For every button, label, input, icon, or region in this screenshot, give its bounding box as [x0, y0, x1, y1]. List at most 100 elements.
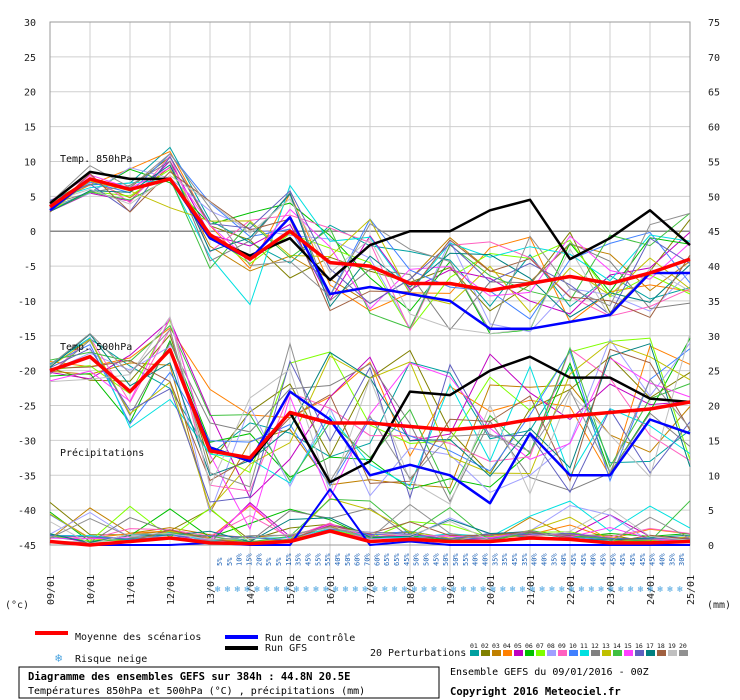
- tick-left: -25: [18, 402, 36, 413]
- perturbation-swatch: [558, 650, 567, 656]
- perturbation-line-t500: [49, 315, 691, 505]
- snow-risk-value: 15%: [245, 553, 253, 566]
- main-lines: [48, 170, 691, 547]
- snow-risk-value: 45%: [570, 553, 578, 566]
- snowflake-icon: ❄: [667, 585, 673, 595]
- tick-date: 11/01: [126, 575, 137, 605]
- snowflake-icon: ❄: [412, 585, 418, 595]
- snowflake-icon: ❄: [628, 585, 634, 595]
- snow-risk-value: 50%: [422, 553, 430, 566]
- snow-risk-value: 40%: [560, 553, 568, 566]
- tick-date: 22/01: [566, 575, 577, 605]
- snow-risk-value: 40%: [334, 553, 342, 566]
- info-copyright: Copyright 2016 Meteociel.fr: [450, 686, 621, 698]
- snow-risk-row: 5% ❄ 5% ❄ 10% ❄ 15% ❄ 20% ❄ 5% ❄ 5% ❄ 15% ❄ 35% ❄ 45% ❄ 55% ❄…: [215, 553, 686, 595]
- snow-risk-value: 5%: [275, 557, 283, 566]
- snowflake-icon: ❄: [441, 585, 447, 595]
- snowflake-icon: ❄: [559, 585, 565, 595]
- info-run: Ensemble GEFS du 09/01/2016 - 00Z: [450, 667, 649, 678]
- snowflake-icon: ❄: [313, 585, 319, 595]
- snow-risk-value: 45%: [609, 553, 617, 566]
- perturbation-swatch: [481, 650, 490, 656]
- snow-risk-value: 45%: [304, 553, 312, 566]
- tick-date: 13/01: [206, 575, 217, 605]
- perturbation-id: 07: [536, 642, 544, 650]
- perturbation-line-t850: [49, 164, 691, 318]
- snow-risk-value: 35%: [668, 553, 676, 566]
- mean-line-t850: [48, 177, 691, 293]
- perturbation-id: 09: [558, 642, 566, 650]
- perturbation-id: 02: [481, 642, 489, 650]
- tick-date: 15/01: [286, 575, 297, 605]
- tick-date: 09/01: [46, 575, 57, 605]
- perturbation-id: 04: [503, 642, 511, 650]
- tick-right: 15: [708, 436, 720, 447]
- perturbation-swatch: [492, 650, 501, 656]
- tick-right: 10: [708, 471, 720, 482]
- perturbation-line-t850: [49, 152, 691, 333]
- snow-risk-value: 40%: [472, 553, 480, 566]
- snow-risk-value: 40%: [658, 553, 666, 566]
- snow-risk-value: 55%: [314, 553, 322, 566]
- snowflake-icon: ❄: [569, 585, 575, 595]
- tick-right: 0: [708, 541, 714, 552]
- snowflake-icon: ❄: [225, 585, 231, 595]
- snow-risk-value: 65%: [393, 553, 401, 566]
- perturbation-swatch: [547, 650, 556, 656]
- perturbation-line-t500: [49, 348, 691, 484]
- snowflake-icon: ❄: [333, 585, 339, 595]
- snowflake-icon: ❄: [677, 585, 683, 595]
- perturbation-swatch: [536, 650, 545, 656]
- perturbation-swatch: [668, 650, 677, 656]
- tick-left: 10: [24, 157, 36, 168]
- snow-risk-value: 45%: [619, 553, 627, 566]
- perturbation-id: 12: [591, 642, 599, 650]
- tick-right: 25: [708, 367, 720, 378]
- snowflake-icon: ❄: [244, 585, 250, 595]
- snow-risk-value: 45%: [403, 553, 411, 566]
- snowflake-icon: ❄: [589, 585, 595, 595]
- perturbation-line-t850: [49, 160, 691, 331]
- tick-date: 20/01: [486, 575, 497, 605]
- mean-line-t500: [49, 347, 691, 460]
- tick-left: 15: [24, 123, 36, 134]
- tick-left: -5: [24, 262, 36, 273]
- perturbation-id: 14: [613, 642, 621, 650]
- tick-date: 14/01: [246, 575, 257, 605]
- tick-left: -30: [18, 436, 36, 447]
- legend-control-label: Run de contrôle: [265, 632, 355, 644]
- tick-date: 25/01: [686, 575, 697, 605]
- perturbation-line-t850: [49, 150, 691, 323]
- snow-risk-value: 20%: [255, 553, 263, 566]
- snowflake-icon: ❄: [55, 651, 62, 665]
- snow-risk-value: 50%: [344, 553, 352, 566]
- snow-risk-value: 45%: [639, 553, 647, 566]
- label-precip: Précipitations: [60, 447, 144, 459]
- snowflake-icon: ❄: [638, 585, 644, 595]
- snowflake-icon: ❄: [480, 585, 486, 595]
- perturbation-line-precip: [49, 514, 691, 544]
- legend-mean-label: Moyenne des scénarios: [75, 631, 201, 643]
- snowflake-icon: ❄: [461, 585, 467, 595]
- tick-left: -20: [18, 367, 36, 378]
- snow-risk-value: 35%: [521, 553, 529, 566]
- snowflake-icon: ❄: [343, 585, 349, 595]
- tick-right: 55: [708, 157, 720, 168]
- perturbation-swatch: [613, 650, 622, 656]
- perturbation-id: 20: [679, 642, 687, 650]
- tick-left: 5: [30, 192, 36, 203]
- tick-right: 50: [708, 192, 720, 203]
- tick-right: 65: [708, 88, 720, 99]
- snowflake-icon: ❄: [421, 585, 427, 595]
- snow-risk-value: 10%: [236, 553, 244, 566]
- snowflake-icon: ❄: [254, 585, 260, 595]
- snowflake-icon: ❄: [215, 585, 221, 595]
- legend-gfs-label: Run GFS: [265, 643, 307, 654]
- perturbation-line-t850: [49, 174, 691, 335]
- perturbation-id: 18: [657, 642, 665, 650]
- snowflake-icon: ❄: [235, 585, 241, 595]
- unit-right: (mm): [707, 600, 731, 611]
- snow-risk-value: 5%: [226, 557, 234, 566]
- control-line-precip: [49, 488, 690, 546]
